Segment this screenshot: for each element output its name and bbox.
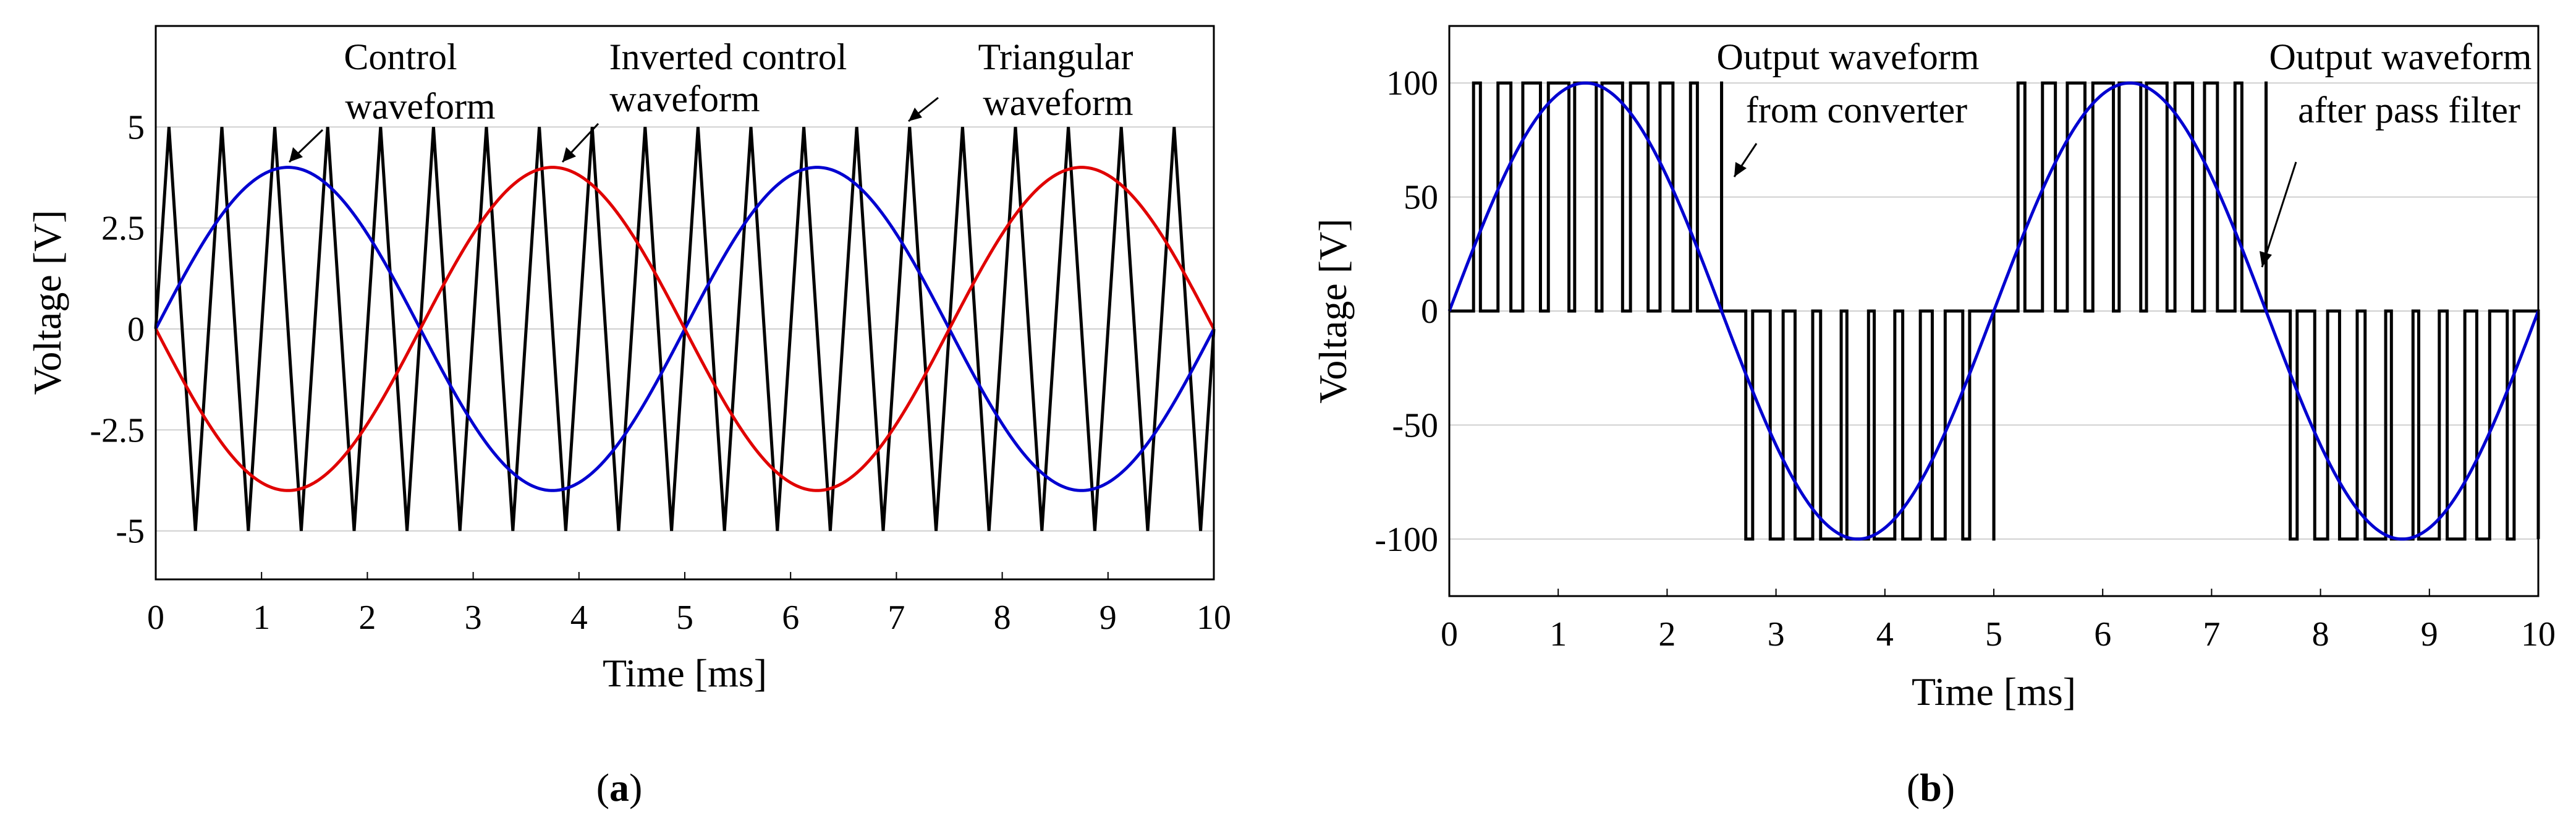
panel-a-label-close: ): [629, 766, 642, 809]
panel-b-x-tick-label: 3: [1768, 615, 1785, 654]
annotation-triangular-arrowhead: [909, 108, 922, 121]
annotation-triangular-waveform: Triangular waveform: [908, 36, 1133, 123]
annotation-triangular-line-2: waveform: [983, 82, 1133, 123]
panel-b-label-close: ): [1942, 766, 1955, 809]
panel-b-y-tick-label: -50: [1392, 406, 1438, 445]
annotation-inverted-control-waveform: Inverted control waveform: [561, 36, 847, 163]
panel-b-chart: 100 50 0 -50 -100 0 1 2 3 4 5 6 7 8 9 10 Time [ms] Volt…: [1311, 25, 2556, 809]
panel-a-x-tick-label: 1: [253, 599, 270, 637]
panel-a-y-axis-title: Voltage [V]: [25, 210, 69, 395]
annotation-inverted-line-2: waveform: [609, 79, 760, 119]
panel-a-y-tick-label: -2.5: [90, 411, 145, 450]
panel-a-chart: 5 2.5 0 -2.5 -5 0 1 2 3 4 5 6 7 8 9 10 Time [ms] Voltag…: [25, 25, 1231, 809]
annotation-control-waveform: Control waveform: [288, 36, 496, 163]
panel-a-x-tick-label: 6: [782, 599, 799, 637]
annotation-converter-line-1: Output waveform: [1717, 36, 1980, 77]
panel-b-label-letter: b: [1920, 766, 1942, 809]
annotation-control-line-1: Control: [344, 36, 457, 77]
panel-b-series: [1447, 81, 2540, 541]
panel-b-x-tick-label: 8: [2312, 615, 2329, 654]
annotation-converter-line-2: from converter: [1746, 90, 1967, 130]
panel-b-x-tick-label: 6: [2094, 615, 2111, 654]
annotation-filter-line-2: after pass filter: [2298, 90, 2520, 130]
annotation-inverted-arrowhead: [562, 147, 576, 162]
series-output-waveform-after-pass-filter: [1447, 81, 2540, 541]
panel-a-y-tick-label: -5: [116, 513, 145, 551]
panel-b-y-axis-title: Voltage [V]: [1311, 218, 1355, 403]
series-inverted-control-waveform: [154, 166, 1216, 492]
annotation-filter-line-1: Output waveform: [2269, 36, 2532, 77]
annotation-control-line-2: waveform: [345, 86, 495, 127]
annotation-inverted-line-1: Inverted control: [609, 36, 847, 77]
panel-b-label: (b): [1907, 766, 1955, 809]
annotation-converter-arrowhead: [1734, 162, 1747, 177]
annotation-triangular-line-1: Triangular: [978, 36, 1133, 77]
panel-b-x-tick-label: 7: [2203, 615, 2220, 654]
panel-b-x-axis-title: Time [ms]: [1912, 670, 2076, 714]
series-output-waveform-from-converter: [1449, 81, 2540, 541]
panel-a-x-tick-label: 2: [358, 599, 376, 637]
panel-a-x-tick-label: 7: [888, 599, 905, 637]
panel-b-tick-labels: 100 50 0 -50 -100 0 1 2 3 4 5 6 7 8 9 10: [1375, 64, 2556, 654]
annotation-filter-arrow: [2261, 161, 2297, 268]
panel-a-label: (a): [596, 766, 643, 809]
panel-a-y-tick-label: 5: [127, 108, 145, 147]
panel-b-y-tick-label: -100: [1375, 521, 1438, 559]
panel-a-tick-labels: 5 2.5 0 -2.5 -5 0 1 2 3 4 5 6 7 8 9 10: [90, 108, 1231, 637]
panel-a-x-tick-label: 0: [147, 599, 164, 637]
panel-a-x-tick-label: 5: [676, 599, 693, 637]
panel-b-x-tick-label: 2: [1658, 615, 1676, 654]
panel-a-x-tick-label: 8: [994, 599, 1011, 637]
panel-a-label-letter: a: [609, 766, 629, 809]
panel-a-x-axis-title: Time [ms]: [603, 651, 767, 695]
panel-b-y-tick-label: 100: [1386, 64, 1438, 103]
panel-b-y-tick-label: 50: [1404, 179, 1438, 217]
panel-a-y-tick-label: 2.5: [101, 210, 145, 248]
annotation-output-from-converter: Output waveform from converter: [1717, 36, 1980, 177]
panel-b-x-tick-label: 5: [1985, 615, 2002, 654]
panel-a-y-tick-label: 0: [127, 310, 145, 349]
panel-a-x-tick-label: 9: [1099, 599, 1117, 637]
annotation-control-arrowhead: [289, 147, 303, 162]
panel-b-x-tick-label: 4: [1876, 615, 1894, 654]
panel-a-label-open: (: [596, 766, 609, 809]
panel-b-x-tick-label: 1: [1549, 615, 1567, 654]
annotation-filter-arrowhead: [2260, 251, 2272, 267]
panel-b-x-tick-label: 9: [2421, 615, 2438, 654]
panel-b-x-tick-label: 0: [1441, 615, 1458, 654]
annotation-output-after-filter: Output waveform after pass filter: [2260, 36, 2532, 268]
panel-b-y-tick-label: 0: [1421, 292, 1438, 331]
panel-b-x-tick-label: 10: [2521, 615, 2556, 654]
panel-a-series: [154, 127, 1216, 531]
panel-a-x-tick-label: 3: [465, 599, 482, 637]
panel-b-label-open: (: [1907, 766, 1920, 809]
panel-a-x-tick-label: 4: [570, 599, 588, 637]
panel-a-x-tick-label: 10: [1197, 599, 1231, 637]
